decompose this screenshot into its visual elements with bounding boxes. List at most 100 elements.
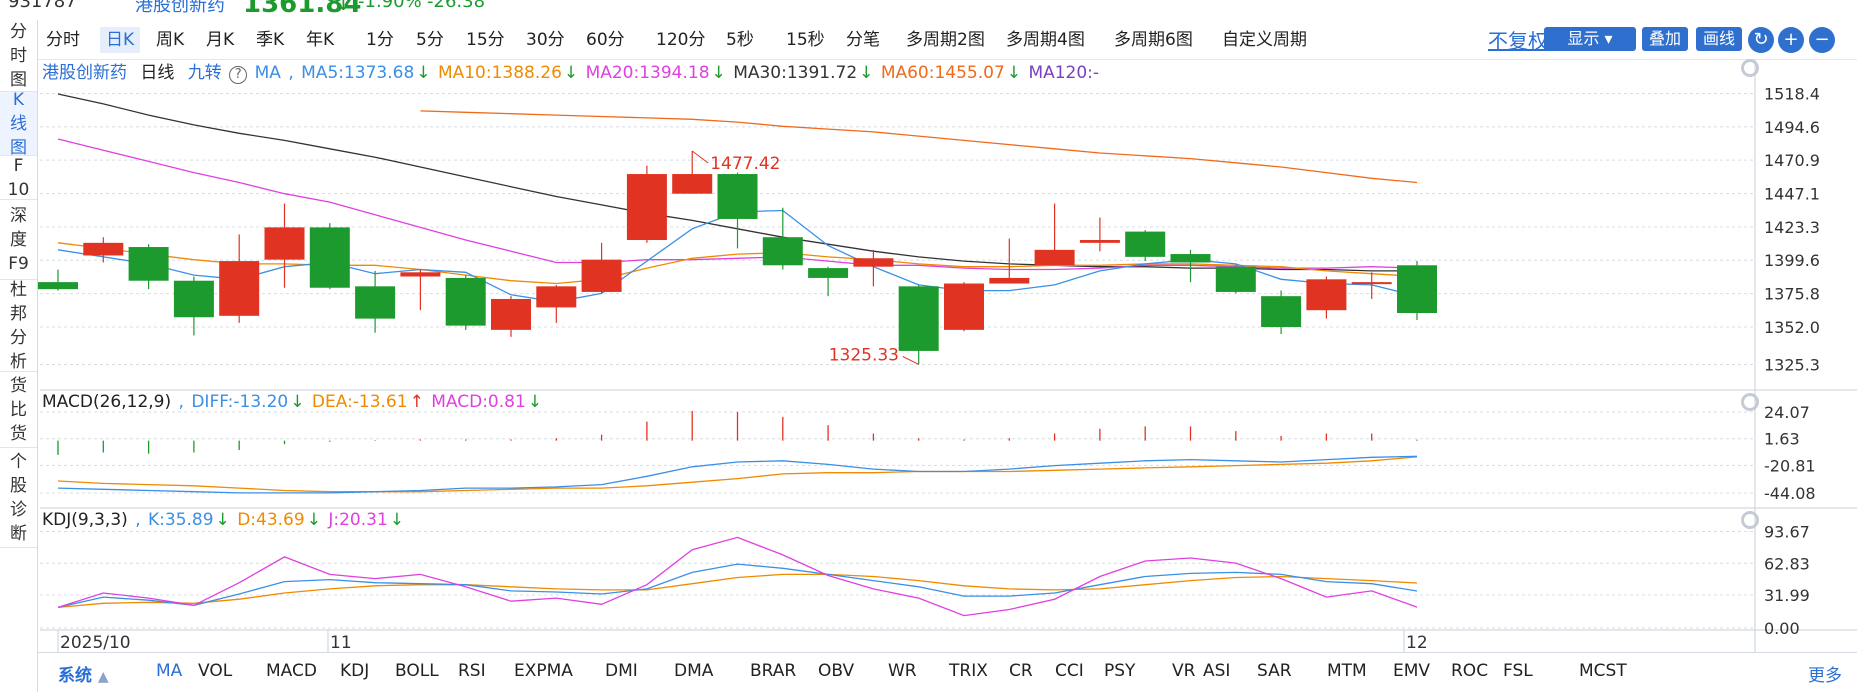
legend-ma20: MA20:1394.18 [585, 63, 710, 83]
y-tick-label: 31.99 [1764, 586, 1810, 605]
gear-icon[interactable] [1741, 511, 1759, 529]
show-button[interactable]: 显示 ▾ [1544, 27, 1636, 51]
candle-body [400, 272, 441, 277]
last-price: 1361.84 [243, 0, 362, 19]
period-tab-14[interactable]: 分笔 [846, 30, 880, 50]
y-tick-label: 1399.6 [1764, 251, 1820, 270]
overlay-button[interactable]: 叠加 [1642, 27, 1688, 51]
indicator-tab-brar[interactable]: BRAR [750, 661, 797, 681]
legend-ma120: MA120:- [1028, 63, 1100, 83]
candle-body [898, 286, 939, 351]
period-tab-12[interactable]: 5秒 [726, 30, 754, 50]
indicator-tab-vr[interactable]: VR [1172, 661, 1196, 681]
period-tab-17[interactable]: 多周期6图 [1114, 30, 1193, 50]
sidebar-item-timeshare[interactable]: 分时图 [0, 20, 37, 92]
indicator-tab-expma[interactable]: EXPMA [514, 661, 573, 681]
draw-button[interactable]: 画线 [1696, 27, 1742, 51]
indicator-tab-kdj[interactable]: KDJ [340, 661, 370, 681]
indicator-tab-dma[interactable]: DMA [674, 661, 714, 681]
sidebar-label-char: 图 [10, 69, 27, 90]
stock-name[interactable]: 港股创新药 [135, 0, 225, 16]
indicator-bar: 系统 ▲ MA VOL MACD KDJ BOLL RSI EXPMA DMI DMA BRAR O… [38, 652, 1857, 692]
refresh-icon[interactable]: ↻ [1748, 27, 1774, 53]
kdj-j-line [57, 536, 1418, 617]
indicator-tab-rsi[interactable]: RSI [458, 661, 486, 681]
y-tick-label: 1.63 [1764, 430, 1800, 449]
period-tab-9[interactable]: 30分 [526, 30, 565, 50]
system-tab[interactable]: 系统 ▲ [58, 661, 109, 686]
period-tab-15[interactable]: 多周期2图 [906, 30, 985, 50]
indicator-tab-emv[interactable]: EMV [1393, 661, 1431, 681]
period-tab-13[interactable]: 15秒 [786, 30, 825, 50]
candle-body [355, 286, 396, 319]
period-tab-2[interactable]: 周K [156, 30, 185, 50]
indicator-tab-dmi[interactable]: DMI [605, 661, 638, 681]
period-tab-10[interactable]: 60分 [586, 30, 625, 50]
indicator-tab-wr[interactable]: WR [888, 661, 917, 681]
indicator-tab-trix[interactable]: TRIX [949, 661, 988, 681]
period-tab-8[interactable]: 15分 [466, 30, 505, 50]
arrow-down-icon: ↓ [711, 63, 726, 83]
candle-body [1215, 266, 1256, 292]
legend-ma[interactable]: MA [254, 63, 281, 83]
legend-jiuzhuan[interactable]: 九转 [187, 63, 222, 83]
low-marker [902, 356, 919, 365]
more-button[interactable]: 更多 [1808, 666, 1842, 686]
indicator-tab-obv[interactable]: OBV [818, 661, 855, 681]
candle-body [581, 259, 622, 292]
legend-name[interactable]: 港股创新药 [42, 63, 127, 83]
ma10-line [57, 242, 1418, 285]
kdj-title[interactable]: KDJ(9,3,3) [42, 510, 128, 530]
indicator-tab-ma[interactable]: MA [156, 661, 183, 681]
period-tab-4[interactable]: 季K [256, 30, 285, 50]
period-tab-7[interactable]: 5分 [416, 30, 444, 50]
indicator-tab-psy[interactable]: PSY [1104, 661, 1136, 681]
kline-chart[interactable]: 1518.4 1494.6 1470.9 1447.1 1423.3 1399.6 1375… [0, 0, 1857, 652]
indicator-tab-cr[interactable]: CR [1009, 661, 1033, 681]
period-tab-11[interactable]: 120分 [656, 30, 706, 50]
y-tick-label: 62.83 [1764, 554, 1810, 573]
indicator-tab-vol[interactable]: VOL [198, 661, 233, 681]
zoom-out-icon[interactable]: − [1809, 27, 1835, 53]
candle-body [672, 174, 713, 194]
sidebar-label-char: 货 [10, 375, 27, 396]
indicator-tab-boll[interactable]: BOLL [395, 661, 439, 681]
indicator-tab-sar[interactable]: SAR [1257, 661, 1292, 681]
indicator-tab-fsl[interactable]: FSL [1503, 661, 1533, 681]
period-tab-16[interactable]: 多周期4图 [1006, 30, 1085, 50]
indicator-tab-asi[interactable]: ASI [1203, 661, 1231, 681]
fuquan-select[interactable]: 不复权 [1488, 29, 1548, 53]
arrow-up-icon: ↑ [409, 392, 424, 412]
period-tab-18[interactable]: 自定义周期 [1222, 30, 1307, 50]
sidebar-item-dupont[interactable]: 杜邦分析 [0, 280, 37, 372]
candle-body [128, 247, 169, 281]
indicator-tab-roc[interactable]: ROC [1451, 661, 1489, 681]
sidebar-item-depth-f9[interactable]: 深度 F9 [0, 200, 37, 280]
period-tab-3[interactable]: 月K [206, 30, 235, 50]
y-tick-label: 1375.8 [1764, 285, 1820, 304]
zoom-in-icon[interactable]: + [1778, 27, 1804, 53]
sidebar-item-compare[interactable]: 货比货 [0, 372, 37, 448]
candle-body [83, 242, 124, 256]
indicator-tab-mcst[interactable]: MCST [1579, 661, 1627, 681]
legend-ma5: MA5:1373.68 [301, 63, 415, 83]
gear-icon[interactable] [1741, 393, 1759, 411]
period-tab-5[interactable]: 年K [306, 30, 335, 50]
indicator-tab-cci[interactable]: CCI [1055, 661, 1084, 681]
sidebar-item-diagnosis[interactable]: 个股诊断 [0, 448, 37, 548]
period-tab-0[interactable]: 分时 [46, 30, 80, 50]
indicator-tab-macd[interactable]: MACD [266, 661, 317, 681]
candle-body [808, 268, 849, 278]
indicator-tab-mtm[interactable]: MTM [1327, 661, 1367, 681]
candle-body [38, 282, 78, 290]
arrow-down-icon: ↓ [290, 392, 305, 412]
macd-title[interactable]: MACD(26,12,9) [42, 392, 172, 412]
sidebar-item-f10[interactable]: F 10 [0, 156, 37, 200]
help-icon[interactable]: ? [229, 66, 248, 84]
gear-icon[interactable] [1741, 59, 1759, 77]
period-tab-1[interactable]: 日K [100, 27, 141, 53]
sidebar-label-char: F9 [8, 253, 29, 274]
date-label-oct: 2025/10 [60, 633, 131, 652]
period-tab-6[interactable]: 1分 [366, 30, 394, 50]
